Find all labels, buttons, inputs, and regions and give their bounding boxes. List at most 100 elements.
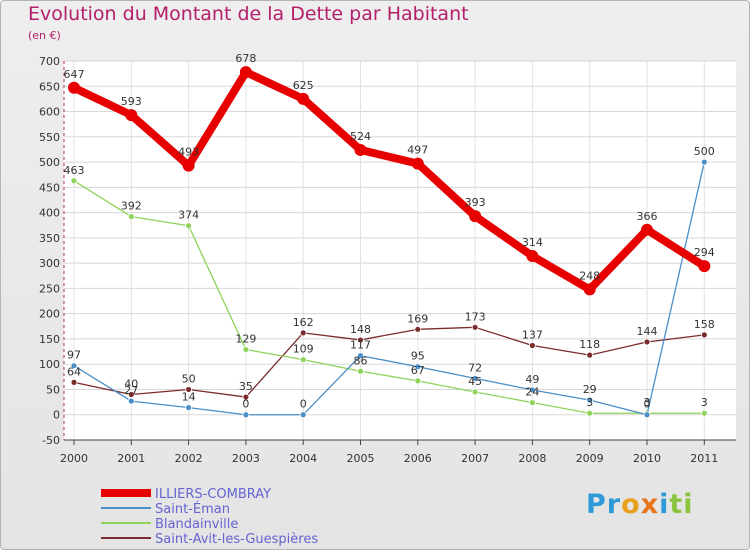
data-point <box>70 378 78 386</box>
y-tick-label: 200 <box>39 308 60 321</box>
data-point <box>299 356 307 364</box>
y-tick-label: -50 <box>42 434 60 447</box>
data-label: 97 <box>67 349 81 362</box>
x-tick-label: 2000 <box>60 452 88 465</box>
data-point <box>185 222 193 230</box>
logo-letter: o <box>621 489 641 520</box>
logo-letter: P <box>586 489 607 520</box>
y-tick-label: 550 <box>39 131 60 144</box>
data-point <box>700 331 708 339</box>
data-point <box>357 367 364 375</box>
data-label: 117 <box>350 339 371 352</box>
y-tick-label: 300 <box>39 257 60 270</box>
data-point <box>583 283 596 296</box>
data-label: 35 <box>239 380 253 393</box>
x-tick-label: 2002 <box>175 452 203 465</box>
data-label: 0 <box>644 398 651 411</box>
legend-label: Saint-Éman <box>155 501 230 517</box>
y-tick-label: 600 <box>39 106 60 119</box>
x-tick-label: 2010 <box>633 452 661 465</box>
data-label: 314 <box>522 236 543 249</box>
data-label: 678 <box>235 52 256 65</box>
data-label: 625 <box>293 79 314 92</box>
data-label: 463 <box>64 164 85 177</box>
proxiti-logo: Proxiti <box>586 489 694 520</box>
data-label: 144 <box>637 325 658 338</box>
data-point <box>239 66 252 79</box>
data-label: 393 <box>465 196 486 209</box>
series-line <box>72 68 707 294</box>
data-label: 3 <box>644 396 651 409</box>
chart-title: Evolution du Montant de la Dette par Hab… <box>28 3 469 25</box>
data-point <box>127 213 135 221</box>
data-point <box>471 388 479 396</box>
x-tick-label: 2003 <box>232 452 260 465</box>
plot-area <box>64 61 736 440</box>
data-point <box>529 386 536 394</box>
data-point <box>125 109 138 122</box>
data-point <box>299 411 307 419</box>
legend-label: Blandainville <box>155 517 238 532</box>
data-point <box>185 386 193 393</box>
data-label: 169 <box>407 312 428 325</box>
data-point <box>586 396 594 404</box>
x-tick-label: 2009 <box>576 452 604 465</box>
data-label: 524 <box>350 130 371 143</box>
data-point <box>414 325 422 333</box>
chart-unit-label: (en €) <box>28 29 61 42</box>
data-label: 593 <box>121 95 142 108</box>
data-point <box>357 352 364 360</box>
data-point <box>643 411 651 419</box>
data-point <box>529 342 536 349</box>
y-tick-label: 100 <box>39 358 60 371</box>
data-label: 158 <box>694 318 715 331</box>
data-point <box>185 404 193 412</box>
series-line <box>73 180 705 414</box>
logo-letter: r <box>606 489 622 520</box>
data-point <box>471 323 479 331</box>
data-point <box>411 157 424 170</box>
data-label: 248 <box>579 269 600 282</box>
legend-label: Saint-Avit-les-Guespières <box>155 532 318 547</box>
data-label: 129 <box>235 333 256 346</box>
data-label: 0 <box>300 398 307 411</box>
data-point <box>641 223 653 236</box>
data-label: 374 <box>178 209 199 222</box>
data-label: 109 <box>293 343 314 356</box>
logo-letter: x <box>640 489 660 520</box>
y-tick-label: 400 <box>39 207 60 220</box>
data-label: 0 <box>242 398 249 411</box>
x-tick-label: 2004 <box>289 452 317 465</box>
data-label: 27 <box>124 384 138 397</box>
data-point <box>586 351 594 359</box>
data-label: 72 <box>468 361 482 374</box>
data-label: 67 <box>411 364 425 377</box>
data-point <box>242 393 250 401</box>
data-point <box>414 377 422 385</box>
data-label: 148 <box>350 323 371 336</box>
y-tick-label: 0 <box>53 409 60 422</box>
data-point <box>127 391 135 398</box>
y-tick-label: 450 <box>39 181 60 194</box>
data-label: 392 <box>121 200 142 213</box>
logo-letter: t <box>669 489 684 520</box>
data-label: 366 <box>637 210 658 223</box>
data-point <box>68 81 80 94</box>
data-point <box>357 336 364 344</box>
data-label: 24 <box>525 386 539 399</box>
data-point <box>242 346 250 353</box>
y-tick-label: 500 <box>39 156 60 169</box>
data-point <box>182 159 195 172</box>
data-label: 49 <box>525 373 539 386</box>
data-label: 50 <box>182 372 196 385</box>
x-tick-label: 2011 <box>690 452 718 465</box>
data-point <box>70 177 78 185</box>
logo-letter: i <box>683 489 694 520</box>
y-tick-label: 150 <box>39 333 60 346</box>
x-tick-label: 2005 <box>347 452 375 465</box>
data-label: 493 <box>178 146 199 159</box>
data-label: 3 <box>701 396 708 409</box>
data-point <box>70 362 78 370</box>
data-point <box>526 250 539 263</box>
data-label: 95 <box>411 350 425 363</box>
